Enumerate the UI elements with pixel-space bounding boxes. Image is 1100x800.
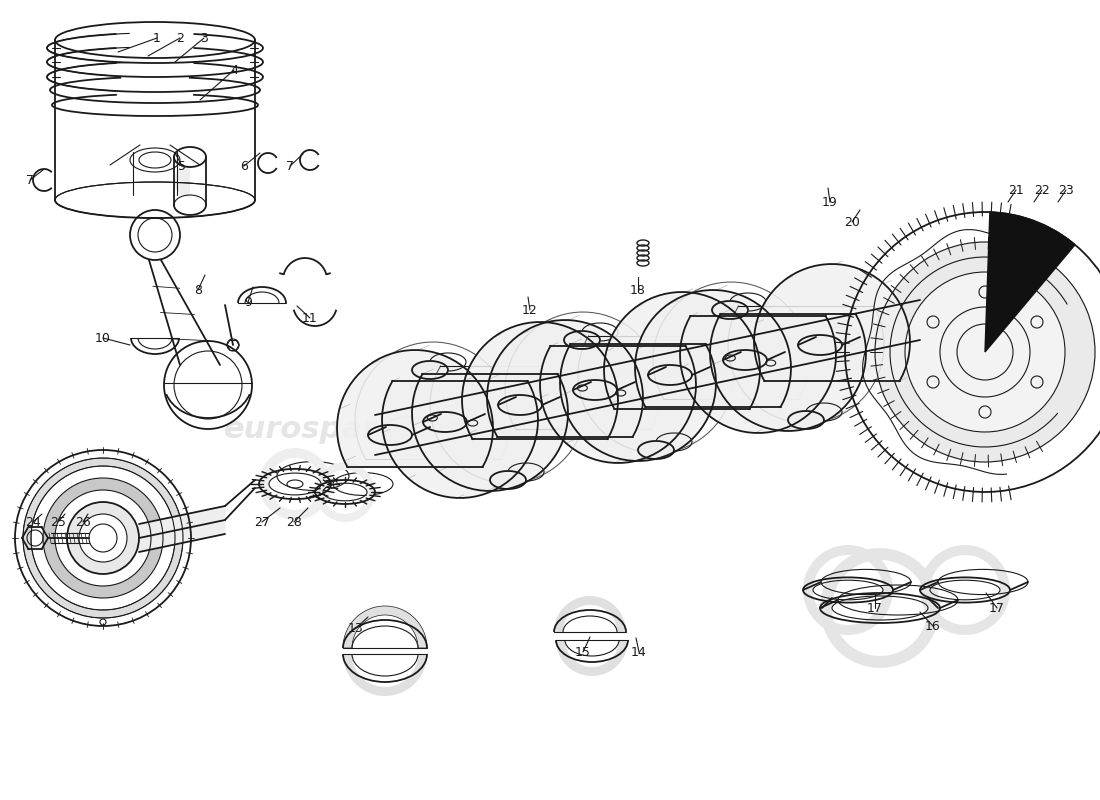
Polygon shape — [573, 380, 617, 400]
Text: 8: 8 — [194, 283, 202, 297]
Polygon shape — [710, 314, 866, 431]
Polygon shape — [23, 458, 183, 618]
Polygon shape — [67, 502, 139, 574]
Polygon shape — [490, 471, 526, 489]
Polygon shape — [680, 316, 836, 433]
Text: 19: 19 — [822, 195, 838, 209]
Polygon shape — [412, 361, 448, 379]
Text: 6: 6 — [240, 159, 248, 173]
Polygon shape — [540, 346, 696, 463]
Text: 24: 24 — [25, 515, 41, 529]
Polygon shape — [604, 292, 760, 409]
Text: 20: 20 — [844, 215, 860, 229]
Polygon shape — [554, 596, 626, 632]
Text: 5: 5 — [178, 159, 186, 173]
Polygon shape — [556, 640, 628, 676]
Polygon shape — [984, 212, 1075, 352]
Text: eurospares: eurospares — [223, 415, 417, 445]
Text: 22: 22 — [1034, 183, 1049, 197]
Polygon shape — [343, 654, 427, 696]
Polygon shape — [368, 425, 412, 445]
Text: eurospares: eurospares — [584, 355, 777, 385]
Text: 10: 10 — [95, 331, 111, 345]
Polygon shape — [382, 381, 538, 498]
Text: 2: 2 — [176, 31, 184, 45]
Polygon shape — [560, 344, 716, 461]
Text: 11: 11 — [302, 311, 318, 325]
Text: 13: 13 — [348, 622, 364, 634]
Polygon shape — [788, 411, 824, 429]
Text: 12: 12 — [522, 303, 538, 317]
Polygon shape — [260, 448, 331, 520]
Text: 16: 16 — [925, 619, 940, 633]
Polygon shape — [43, 478, 163, 598]
Polygon shape — [712, 301, 748, 319]
Polygon shape — [821, 548, 940, 668]
Text: 28: 28 — [286, 515, 301, 529]
Polygon shape — [905, 272, 1065, 432]
Polygon shape — [754, 264, 910, 381]
Text: 26: 26 — [75, 515, 91, 529]
Polygon shape — [803, 545, 893, 635]
Text: 17: 17 — [989, 602, 1005, 614]
Polygon shape — [498, 395, 542, 415]
Polygon shape — [920, 545, 1010, 635]
Text: 23: 23 — [1058, 183, 1074, 197]
Text: 9: 9 — [244, 295, 252, 309]
Polygon shape — [635, 290, 791, 407]
Text: 14: 14 — [631, 646, 647, 658]
Text: 17: 17 — [867, 602, 883, 614]
Text: 7: 7 — [26, 174, 34, 186]
Polygon shape — [638, 441, 674, 459]
Polygon shape — [874, 242, 1094, 462]
Polygon shape — [139, 506, 226, 552]
Text: 15: 15 — [575, 646, 591, 658]
Polygon shape — [798, 335, 842, 355]
Polygon shape — [487, 320, 644, 437]
Text: 4: 4 — [230, 63, 238, 77]
Text: 27: 27 — [254, 515, 270, 529]
Polygon shape — [174, 165, 190, 197]
Text: 25: 25 — [51, 515, 66, 529]
Polygon shape — [337, 350, 493, 467]
Text: 3: 3 — [200, 31, 208, 45]
Polygon shape — [424, 412, 468, 432]
Polygon shape — [723, 350, 767, 370]
Polygon shape — [412, 374, 568, 491]
Text: 1: 1 — [153, 31, 161, 45]
Polygon shape — [648, 365, 692, 385]
Text: 18: 18 — [630, 283, 646, 297]
Polygon shape — [315, 462, 375, 522]
Polygon shape — [462, 322, 618, 439]
Text: 7: 7 — [286, 159, 294, 173]
Polygon shape — [343, 606, 427, 648]
Text: 21: 21 — [1008, 183, 1024, 197]
Polygon shape — [564, 331, 600, 349]
